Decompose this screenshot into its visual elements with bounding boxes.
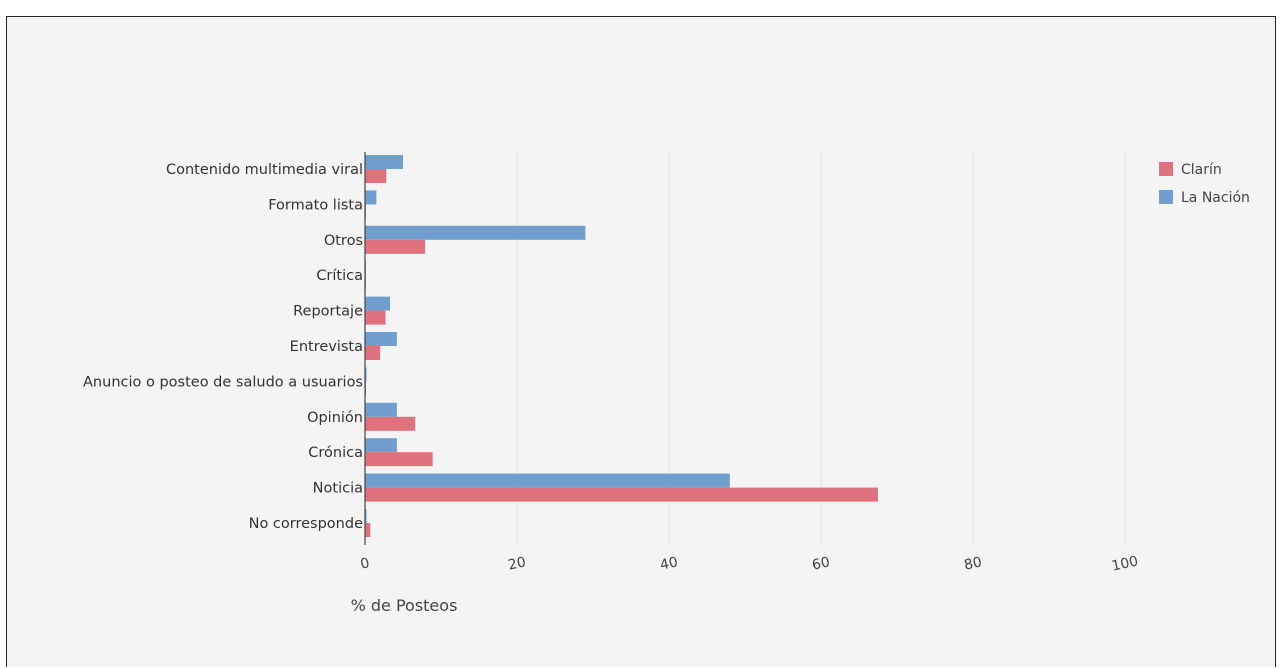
bar-la-nacion-otros <box>365 225 586 240</box>
y-category-label-entrevista: Entrevista <box>290 339 363 355</box>
y-category-label-noticia: Noticia <box>313 481 363 497</box>
y-category-label-otros: Otros <box>324 233 363 249</box>
x-tick-label-100: 100 <box>1110 553 1139 574</box>
bar-clarin-cronica <box>365 452 433 467</box>
x-tick-label-20: 20 <box>507 554 528 573</box>
bar-la-nacion-contenido-multimedia-viral <box>365 155 403 169</box>
y-category-label-reportaje: Reportaje <box>293 304 363 320</box>
x-tick-label-80: 80 <box>963 554 984 573</box>
bar-clarin-entrevista <box>365 346 381 360</box>
bar-la-nacion-entrevista <box>365 332 397 346</box>
y-category-label-anuncio-o-posteo-de-saludo-a-usuarios: Anuncio o posteo de saludo a usuarios <box>83 374 363 390</box>
bar-clarin-noticia <box>365 487 878 502</box>
bar-la-nacion-reportaje <box>365 296 391 311</box>
legend-label-la-nacion: La Nación <box>1181 190 1250 206</box>
x-axis-title: % de Posteos <box>351 596 458 615</box>
bar-la-nacion-noticia <box>365 473 730 488</box>
figure-caption-strip <box>0 0 1282 18</box>
y-category-label-critica: Crítica <box>316 268 363 284</box>
y-category-label-opinion: Opinión <box>307 410 363 426</box>
bar-chart: 0 20 40 60 80 100 Contenido multimedia viral Fo… <box>83 152 1250 615</box>
bar-la-nacion-formato-lista <box>365 190 377 205</box>
bar-clarin-reportaje <box>365 310 386 325</box>
legend-swatch-la-nacion <box>1159 190 1173 204</box>
bar-clarin-no-corresponde <box>365 523 371 537</box>
bar-la-nacion-anuncio-o-posteo-de-saludo-a-usuarios <box>365 367 367 382</box>
bar-la-nacion-opinion <box>365 402 397 417</box>
x-tick-label-0: 0 <box>359 555 371 573</box>
y-category-label-cronica: Crónica <box>308 445 363 461</box>
chart-frame: 0 20 40 60 80 100 Contenido multimedia viral Fo… <box>6 16 1276 667</box>
y-category-label-no-corresponde: No corresponde <box>249 516 363 532</box>
x-tick-label-40: 40 <box>659 554 680 573</box>
bar-clarin-otros <box>365 239 426 254</box>
legend-label-clarin: Clarín <box>1181 162 1222 178</box>
bar-clarin-contenido-multimedia-viral <box>365 169 387 183</box>
x-tick-label-60: 60 <box>811 554 832 573</box>
bar-la-nacion-no-corresponde <box>365 509 367 523</box>
bar-clarin-opinion <box>365 416 416 431</box>
legend-swatch-clarin <box>1159 162 1173 176</box>
y-category-label-contenido-multimedia-viral: Contenido multimedia viral <box>166 162 363 178</box>
y-category-label-formato-lista: Formato lista <box>268 197 363 213</box>
bar-la-nacion-cronica <box>365 438 397 453</box>
